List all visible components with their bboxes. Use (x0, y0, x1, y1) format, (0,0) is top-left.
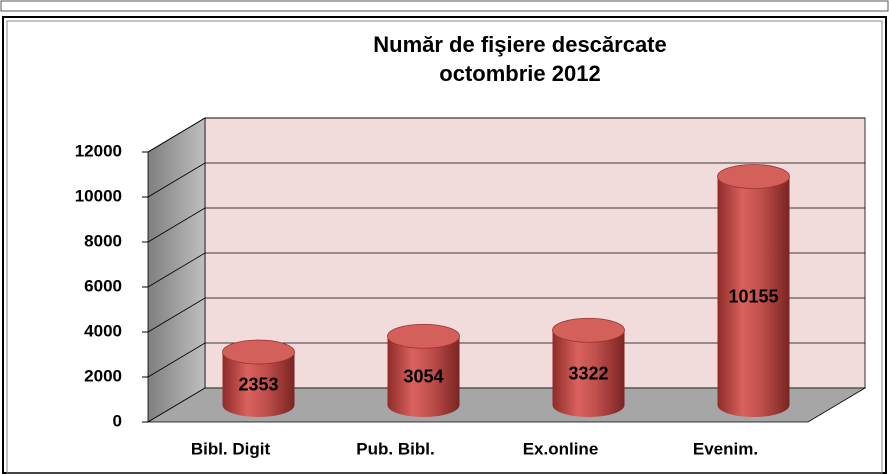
value-label: 2353 (238, 374, 278, 394)
y-tick-label: 6000 (84, 276, 122, 295)
bar (387, 336, 460, 417)
x-tick-label: Evenim. (693, 439, 758, 458)
x-tick-label: Bibl. Digit (191, 439, 271, 458)
x-tick-label: Ex.online (523, 439, 599, 458)
bar-top (387, 323, 460, 349)
y-tick-label: 8000 (84, 231, 122, 250)
bar (222, 352, 295, 417)
bar (717, 176, 790, 417)
chart-subtitle: octombrie 2012 (439, 61, 600, 86)
top-frame (0, 0, 889, 12)
value-label: 3054 (403, 366, 443, 386)
y-tick-label: 0 (113, 411, 122, 430)
x-tick-label: Pub. Bibl. (356, 439, 434, 458)
value-label: 3322 (568, 363, 608, 383)
grid-line-side (147, 252, 206, 288)
floor (146, 387, 867, 423)
bar (552, 330, 625, 417)
bar-top (222, 339, 295, 365)
chart-title: Număr de fişiere descărcate (373, 32, 667, 57)
grid-line-side (147, 162, 206, 198)
grid-line-side (147, 297, 206, 333)
grid-line-side (147, 342, 206, 378)
y-tick-label: 2000 (84, 366, 122, 385)
y-tick-label: 12000 (75, 141, 122, 160)
bar-top (717, 164, 790, 189)
inner-frame (6, 20, 883, 474)
y-tick-label: 10000 (75, 186, 122, 205)
grid-line-side (147, 207, 206, 243)
y-tick-label: 4000 (84, 321, 122, 340)
bar-top (552, 317, 625, 343)
value-label: 10155 (728, 287, 778, 307)
grid-line-side (147, 117, 206, 153)
